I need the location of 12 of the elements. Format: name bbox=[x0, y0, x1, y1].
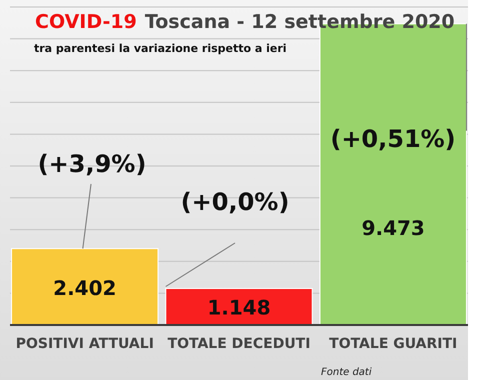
annotation: tra parentesi la variazione rispetto a ieri bbox=[34, 42, 287, 55]
annotation: (+0,51%) bbox=[330, 125, 456, 153]
data-label: 2.402 bbox=[53, 276, 116, 300]
annotation: (+3,9%) bbox=[38, 150, 146, 178]
chart-title: COVID-19 bbox=[35, 11, 137, 33]
data-label: 9.473 bbox=[362, 216, 425, 240]
annotation: (+0,0%) bbox=[180, 188, 290, 216]
x-tick-label: POSITIVI ATTUALI bbox=[16, 336, 154, 352]
x-tick-label: TOTALE DECEDUTI bbox=[168, 336, 310, 352]
x-tick-label: TOTALE GUARITI bbox=[329, 336, 458, 352]
data-label: 1.148 bbox=[207, 296, 271, 320]
source-note: Fonte dati bbox=[321, 367, 372, 378]
